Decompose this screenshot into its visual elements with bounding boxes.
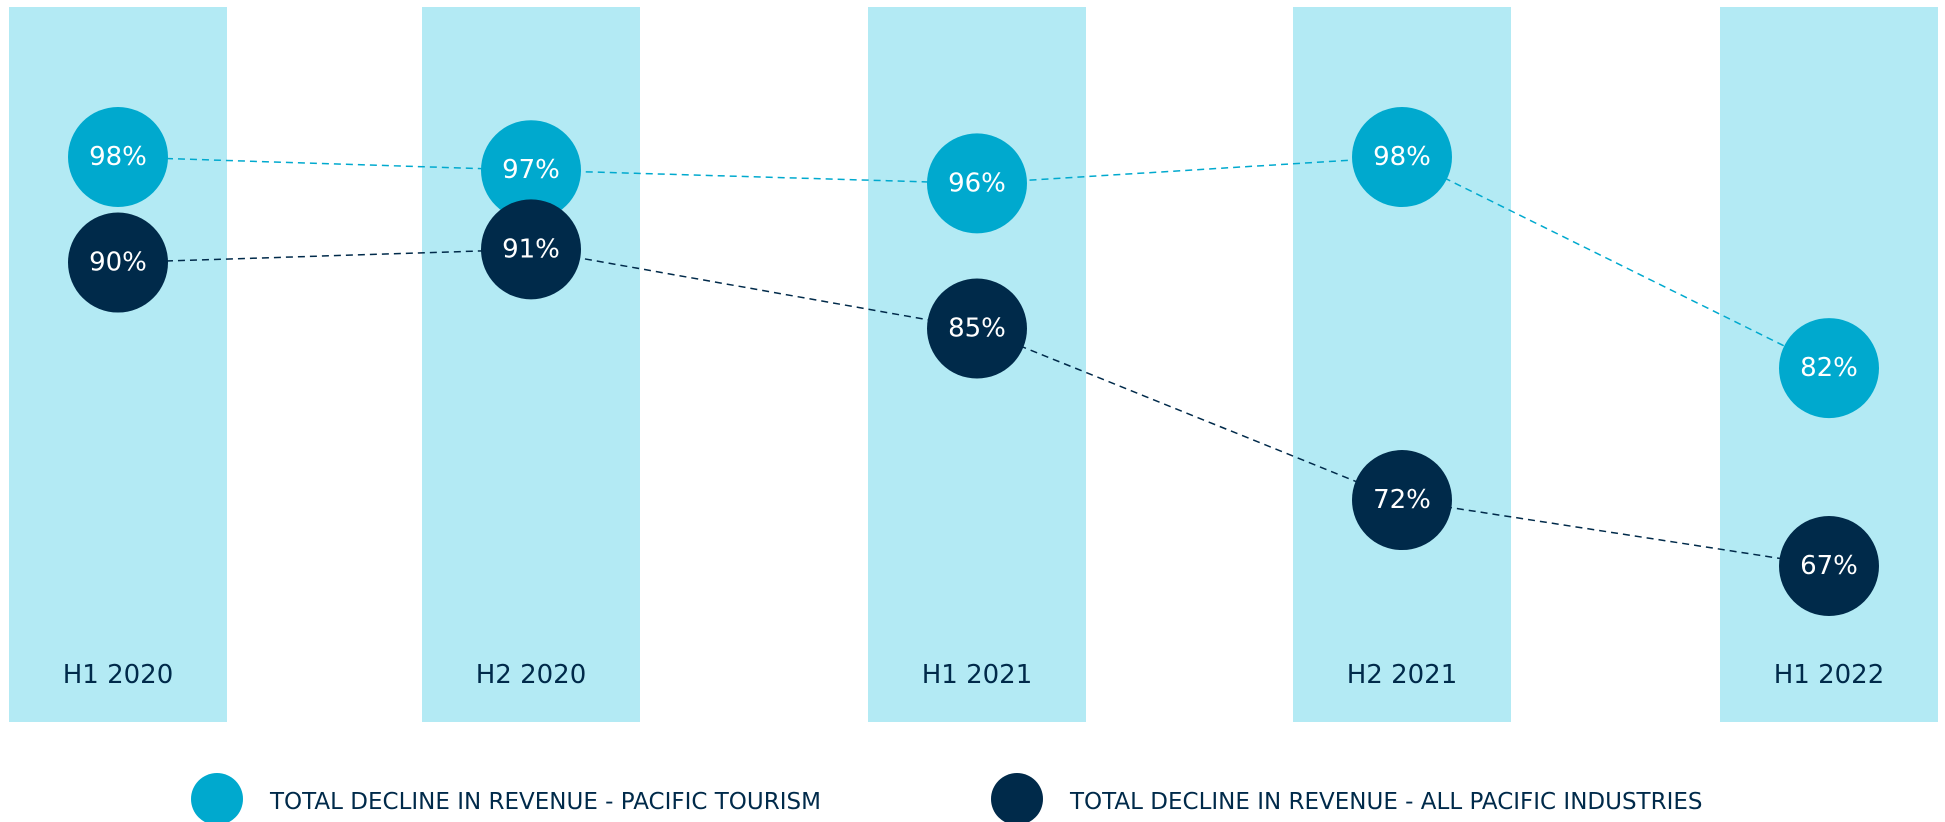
data-point xyxy=(927,133,1027,234)
data-point xyxy=(68,107,168,207)
data-label: 91% xyxy=(502,234,560,264)
data-point xyxy=(927,278,1027,379)
data-label: 90% xyxy=(89,248,147,278)
x-tick-label: H2 2021 xyxy=(1347,660,1458,690)
data-label: 98% xyxy=(89,142,147,172)
legend-label: TOTAL DECLINE IN REVENUE - PACIFIC TOURI… xyxy=(269,789,821,815)
data-point xyxy=(481,199,581,300)
data-point xyxy=(481,120,581,221)
data-label: 72% xyxy=(1373,485,1431,515)
legend-swatch xyxy=(991,773,1043,822)
period-band xyxy=(422,7,640,722)
legend-label: TOTAL DECLINE IN REVENUE - ALL PACIFIC I… xyxy=(1069,789,1703,815)
data-label: 85% xyxy=(948,314,1006,344)
data-point xyxy=(1779,516,1879,616)
x-tick-label: H1 2020 xyxy=(63,660,174,690)
data-label: 67% xyxy=(1800,551,1858,581)
data-point xyxy=(1779,318,1879,419)
data-label: 98% xyxy=(1373,142,1431,172)
data-point xyxy=(68,212,168,313)
data-label: 97% xyxy=(502,155,560,185)
data-label: 82% xyxy=(1800,353,1858,383)
x-tick-label: H2 2020 xyxy=(476,660,587,690)
data-point xyxy=(1352,450,1452,551)
data-point xyxy=(1352,107,1452,207)
series-line xyxy=(117,156,1830,369)
legend-swatch xyxy=(191,773,243,822)
x-tick-label: H1 2022 xyxy=(1774,660,1885,690)
x-tick-label: H1 2021 xyxy=(922,660,1033,690)
data-label: 96% xyxy=(948,168,1006,198)
